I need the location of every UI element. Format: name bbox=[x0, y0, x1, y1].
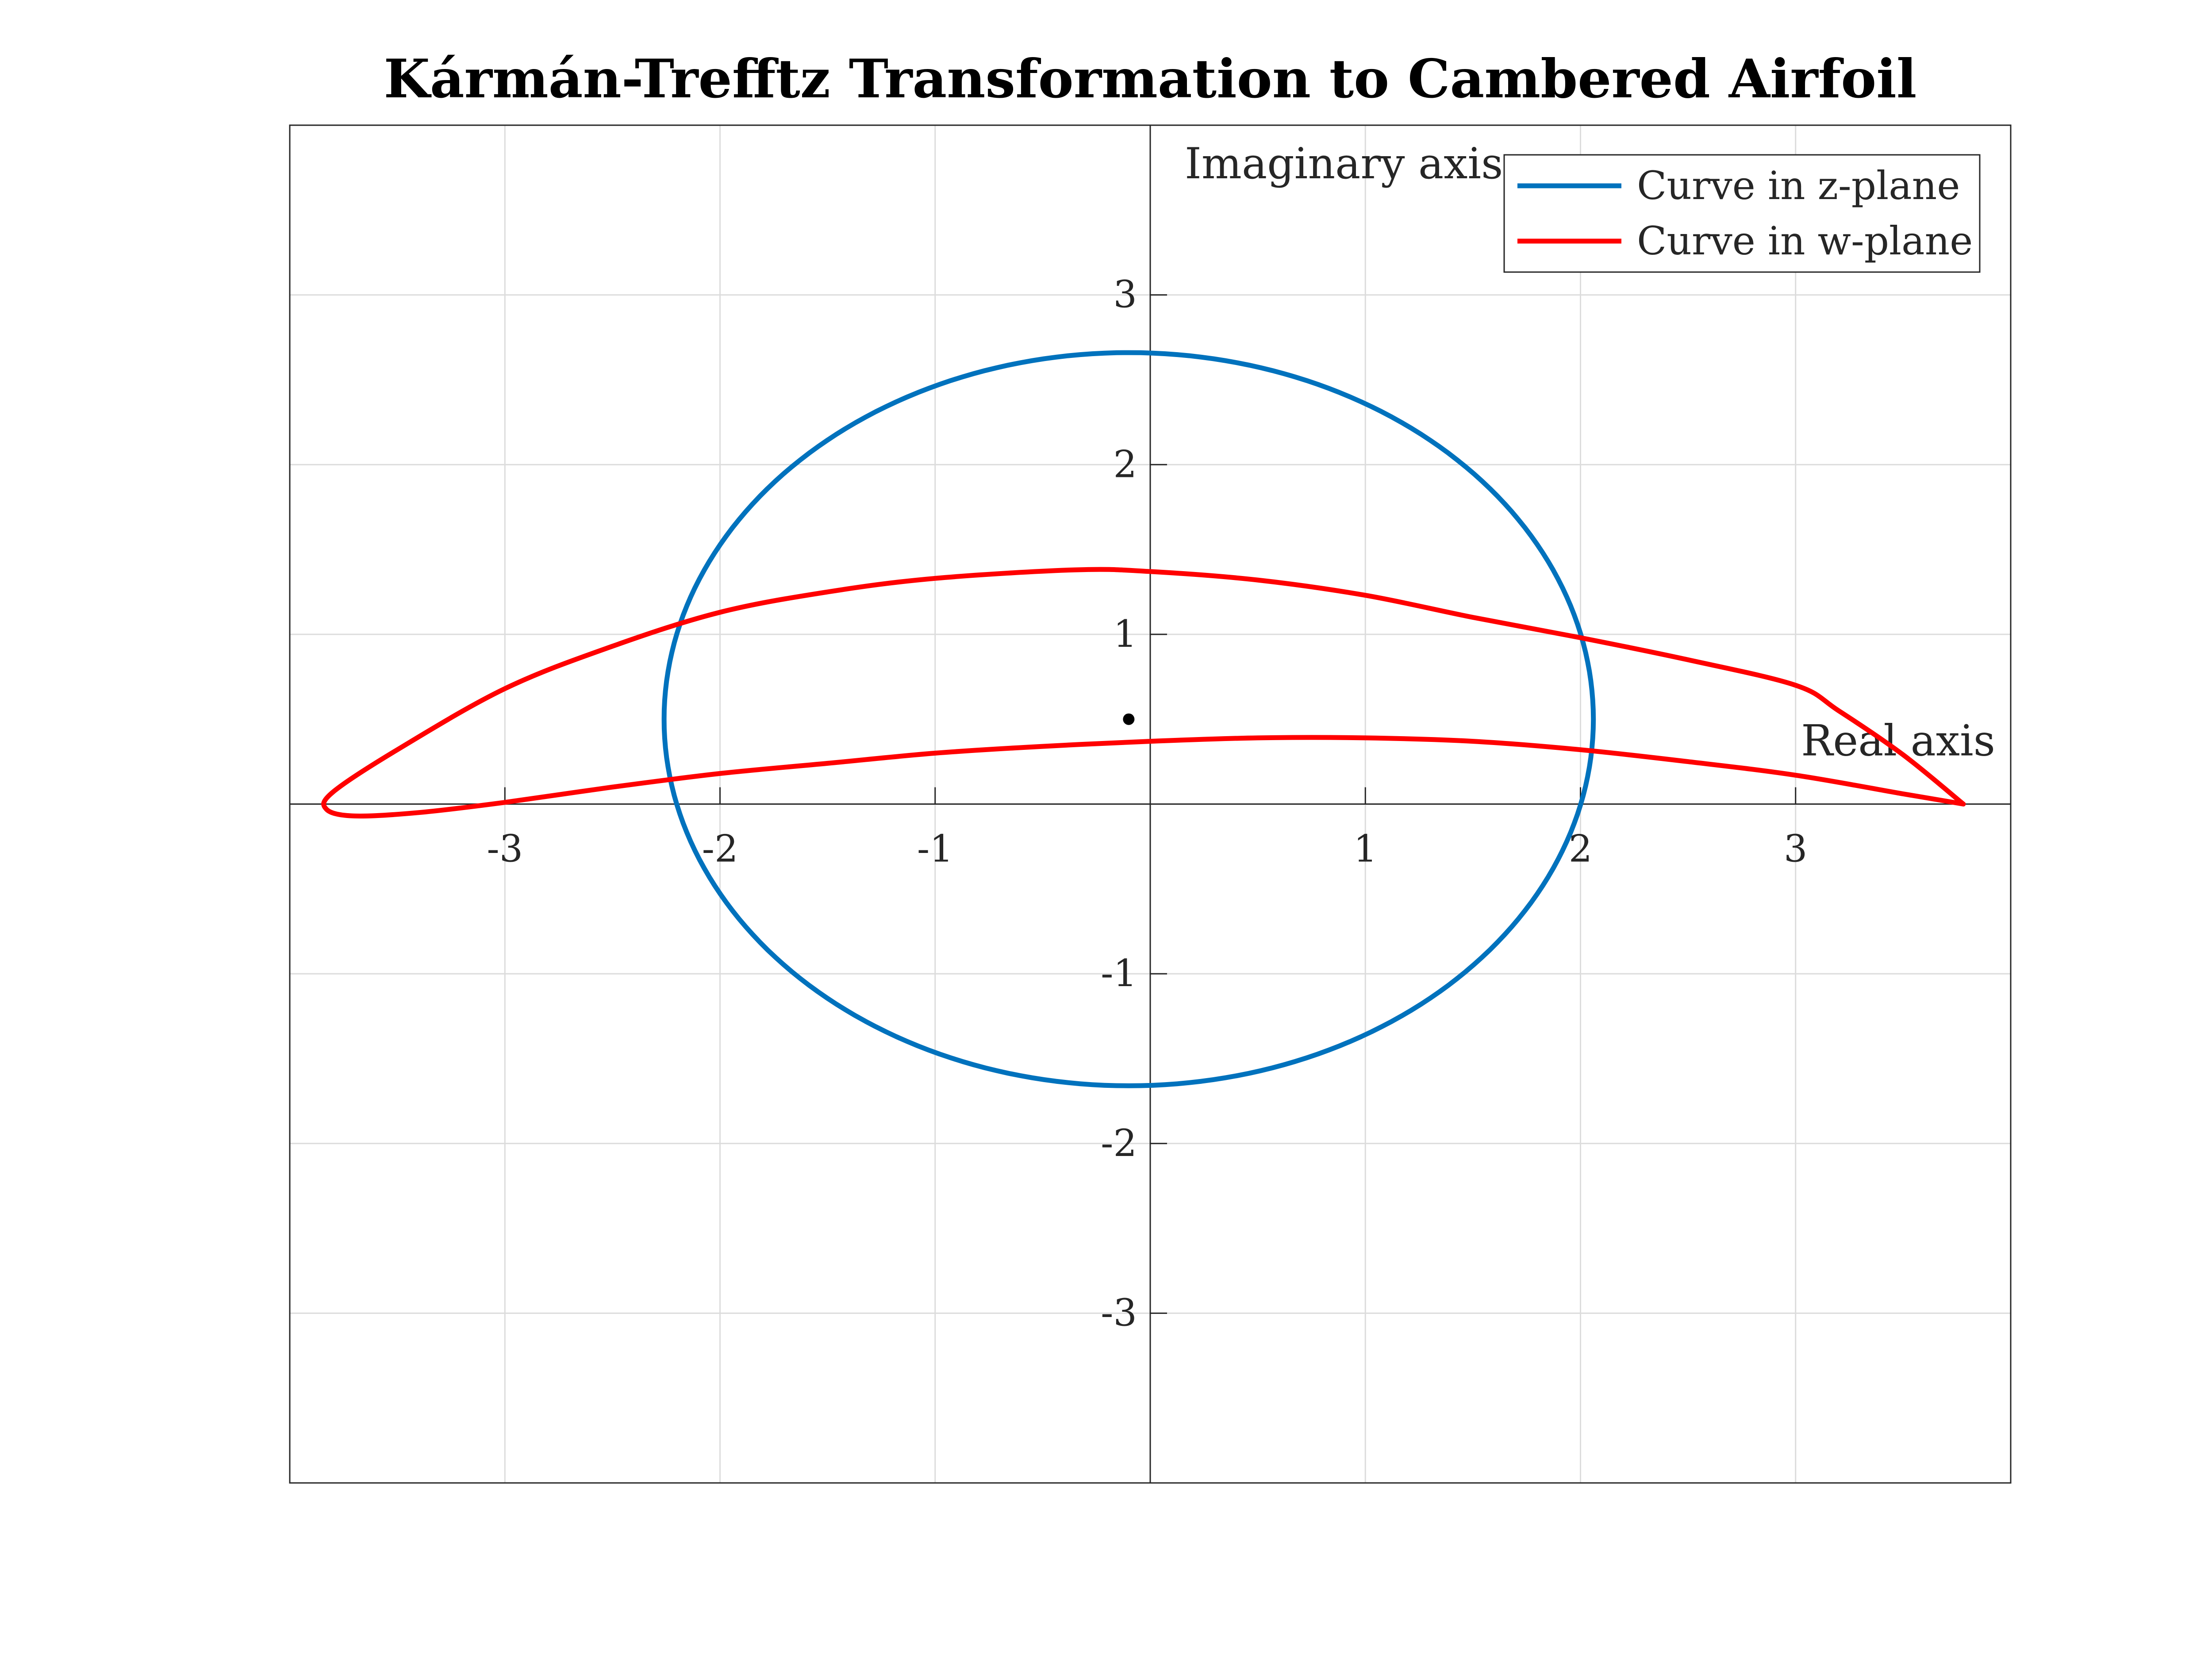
y-tick-label: 3 bbox=[1114, 273, 1137, 316]
y-axis-label: Imaginary axis bbox=[1185, 139, 1503, 188]
x-tick-label: 1 bbox=[1354, 827, 1377, 871]
legend-label-w-plane: Curve in w-plane bbox=[1637, 218, 1973, 264]
x-axis-label: Real axis bbox=[1801, 716, 1995, 766]
z-plane-circle-curve bbox=[661, 350, 1596, 1088]
legend-box bbox=[1503, 154, 1981, 273]
legend-label-z-plane: Curve in z-plane bbox=[1637, 163, 1960, 208]
y-tick-label: -3 bbox=[1101, 1291, 1137, 1334]
chart-title: Kármán-Trefftz Transformation to Cambere… bbox=[384, 48, 1917, 110]
x-tick-label: -1 bbox=[917, 827, 953, 871]
x-tick-label: -3 bbox=[487, 827, 523, 871]
y-tick-label: -2 bbox=[1101, 1121, 1137, 1165]
x-tick-label: -2 bbox=[702, 827, 738, 871]
y-tick-label: 1 bbox=[1114, 612, 1137, 656]
y-tick-label: 2 bbox=[1114, 442, 1137, 486]
circle-center-marker bbox=[1123, 713, 1135, 725]
x-tick-label: 3 bbox=[1784, 827, 1807, 871]
legend: Curve in z-plane Curve in w-plane bbox=[1503, 154, 1981, 273]
plot-area: -3 -2 -1 1 2 3 -3 -2 -1 1 2 3 Real axis Imaginary axi… bbox=[289, 124, 2012, 1484]
w-plane-airfoil-curve bbox=[321, 567, 1966, 819]
x-tick-label: 2 bbox=[1569, 827, 1592, 871]
y-tick-label: -1 bbox=[1101, 952, 1137, 995]
